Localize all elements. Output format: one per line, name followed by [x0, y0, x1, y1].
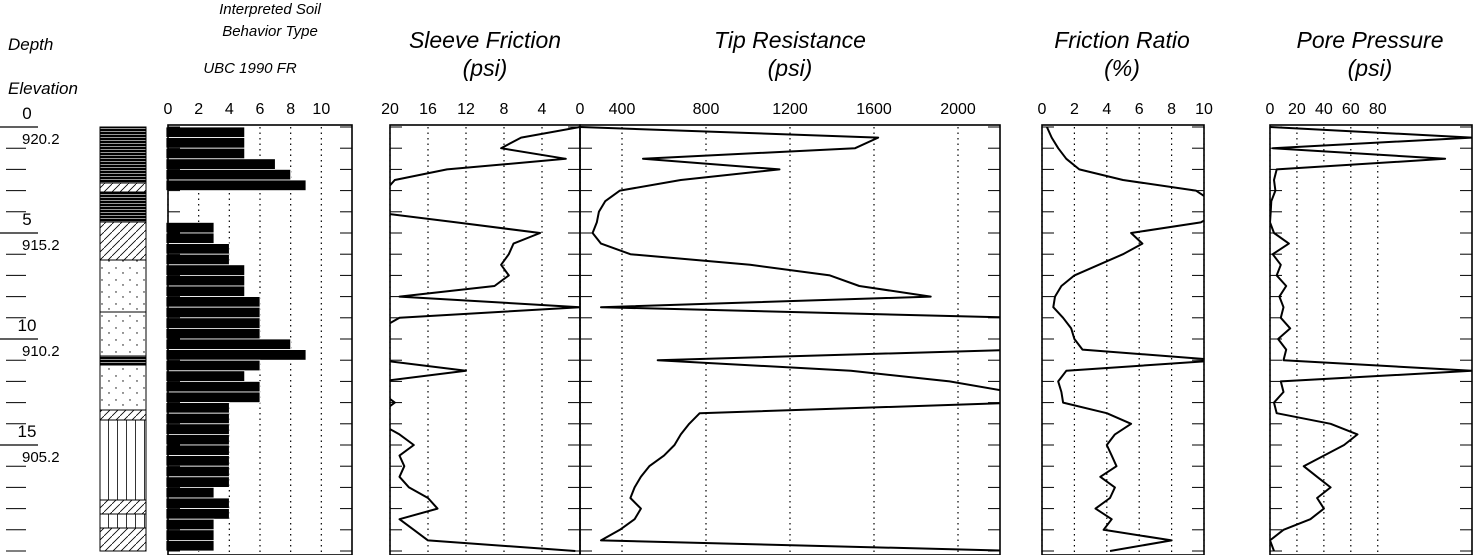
panel-frame — [1269, 124, 1473, 555]
depth-tick-label: 5 — [22, 210, 31, 229]
sbt-bar — [165, 370, 246, 382]
x-tick-label: 4 — [538, 101, 547, 118]
x-tick-label: 8 — [500, 101, 509, 118]
sbt-bar — [165, 243, 230, 255]
sbt-bar — [165, 444, 230, 457]
panel-frame — [389, 124, 581, 555]
sbt-bar — [165, 296, 261, 308]
log-curve — [1270, 126, 1472, 552]
panel-title: Sleeve Friction — [409, 27, 561, 53]
x-tick-label: 800 — [693, 101, 720, 118]
x-tick-label: 10 — [1195, 101, 1213, 118]
elevation-tick-label: 910.2 — [22, 343, 60, 360]
elevation-label: Elevation — [8, 79, 78, 98]
sbt-bar — [165, 359, 261, 372]
x-tick-label: 1200 — [772, 101, 808, 118]
panel-title: Pore Pressure — [1296, 27, 1443, 53]
x-tick-label: 0 — [1266, 101, 1275, 118]
sbt-bar — [165, 402, 230, 414]
x-tick-label: 80 — [1369, 101, 1387, 118]
sbt-bar — [165, 285, 246, 298]
x-tick-label: 0 — [164, 101, 173, 118]
x-tick-label: 60 — [1342, 101, 1360, 118]
panel-title: Friction Ratio — [1054, 27, 1190, 53]
sbt-bar — [165, 221, 215, 234]
sbt-bar — [165, 391, 261, 404]
sbt-bar — [165, 412, 230, 425]
panel-frame — [579, 124, 1001, 555]
sbt-bar — [165, 253, 230, 266]
x-tick-label: 4 — [1102, 101, 1111, 118]
x-tick-label: 0 — [1038, 101, 1047, 118]
panel-title: Interpreted Soil — [219, 1, 321, 18]
sbt-bar — [165, 380, 261, 393]
log-curve — [390, 126, 580, 552]
x-tick-label: 16 — [419, 101, 437, 118]
panel-frame — [167, 124, 353, 555]
sbt-bar — [165, 465, 230, 478]
x-tick-label: 6 — [256, 101, 265, 118]
sbt-bar — [165, 126, 246, 138]
sbt-bar — [165, 327, 261, 340]
panel-title: (psi) — [768, 55, 813, 81]
sbt-bar — [165, 179, 307, 191]
x-tick-label: 20 — [1288, 101, 1306, 118]
sbt-bar — [165, 529, 215, 541]
panel-title: Tip Resistance — [714, 27, 866, 53]
x-tick-label: 2 — [1070, 101, 1079, 118]
x-tick-label: 10 — [312, 101, 330, 118]
sbt-bar — [165, 168, 292, 181]
panel-frame — [1041, 124, 1205, 555]
sbt-bar — [165, 349, 307, 361]
panel-title: Behavior Type — [222, 23, 318, 40]
log-curve — [580, 126, 1000, 552]
elevation-tick-label: 915.2 — [22, 237, 60, 254]
x-tick-label: 20 — [381, 101, 399, 118]
x-tick-label: 400 — [609, 101, 636, 118]
sbt-bar — [165, 540, 215, 552]
x-tick-label: 6 — [1135, 101, 1144, 118]
elevation-tick-label: 905.2 — [22, 449, 60, 466]
x-tick-label: 4 — [225, 101, 234, 118]
elevation-tick-label: 920.2 — [22, 131, 60, 148]
x-tick-label: 12 — [457, 101, 475, 118]
x-tick-label: 2000 — [940, 101, 976, 118]
sbt-bar — [165, 317, 261, 329]
sbt-bar — [165, 264, 246, 276]
x-tick-label: 0 — [576, 101, 585, 118]
depth-tick-label: 0 — [22, 104, 31, 123]
sbt-bar — [165, 476, 230, 488]
x-tick-label: 2 — [194, 101, 203, 118]
sbt-bar — [165, 433, 230, 446]
panel-subtitle: UBC 1990 FR — [203, 60, 297, 77]
soil-column — [99, 126, 147, 552]
x-tick-label: 40 — [1315, 101, 1333, 118]
sbt-bar — [165, 423, 230, 435]
sbt-bar — [165, 137, 246, 149]
sbt-bar — [165, 306, 261, 319]
sbt-bar — [165, 147, 246, 160]
sbt-bar — [165, 338, 292, 351]
depth-tick-label: 15 — [18, 422, 37, 441]
sbt-bar — [165, 508, 230, 520]
sbt-bar — [165, 486, 215, 499]
depth-tick-label: 10 — [18, 316, 37, 335]
sbt-bar — [165, 274, 246, 287]
log-curve — [1045, 126, 1204, 552]
panel-title: (psi) — [463, 55, 508, 81]
x-tick-label: 1600 — [856, 101, 892, 118]
panel-title: (%) — [1104, 55, 1140, 81]
x-tick-label: 8 — [286, 101, 295, 118]
sbt-bar — [165, 455, 230, 467]
sbt-bar — [165, 158, 276, 170]
x-tick-label: 8 — [1167, 101, 1176, 118]
sbt-bar — [165, 518, 215, 531]
panel-title: (psi) — [1348, 55, 1393, 81]
sbt-bar — [165, 497, 230, 510]
sbt-bar — [165, 232, 215, 245]
depth-label: Depth — [8, 35, 53, 54]
